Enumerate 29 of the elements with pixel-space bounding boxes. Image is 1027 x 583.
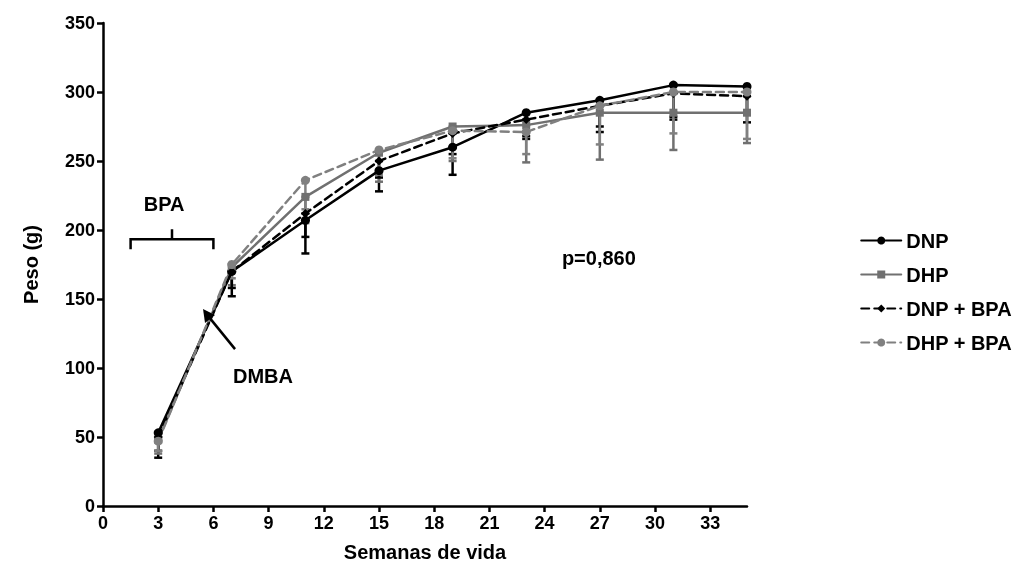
x-tick-label: 9 xyxy=(263,513,274,533)
legend-label: DNP + BPA xyxy=(906,297,1012,320)
y-tick-label: 150 xyxy=(64,289,95,309)
y-tick-label: 350 xyxy=(64,13,95,33)
x-tick-label: 33 xyxy=(700,513,721,533)
legend-label: DNP xyxy=(906,229,949,252)
y-axis-title: Peso (g) xyxy=(20,225,42,304)
x-axis-title: Semanas de vida xyxy=(343,541,508,563)
legend-label: DHP xyxy=(906,263,949,286)
annotation: DMBA xyxy=(233,365,294,388)
x-tick-label: 21 xyxy=(479,513,500,533)
y-tick-label: 0 xyxy=(84,496,95,516)
x-tick-label: 3 xyxy=(153,513,164,533)
legend-label: DHP + BPA xyxy=(906,331,1012,354)
y-tick-label: 100 xyxy=(64,358,95,378)
y-tick-label: 300 xyxy=(64,82,95,102)
annotation: BPA xyxy=(143,193,185,216)
x-tick-label: 27 xyxy=(589,513,610,533)
x-tick-label: 0 xyxy=(97,513,109,533)
y-tick-label: 50 xyxy=(74,427,95,447)
x-tick-label: 15 xyxy=(368,513,390,533)
x-tick-label: 18 xyxy=(424,513,445,533)
y-tick-label: 200 xyxy=(64,220,95,240)
x-tick-label: 30 xyxy=(644,513,666,533)
x-tick-label: 12 xyxy=(313,513,334,533)
annotation: p=0,860 xyxy=(561,246,636,269)
y-tick-label: 250 xyxy=(64,151,95,171)
x-tick-label: 6 xyxy=(208,513,219,533)
x-tick-label: 24 xyxy=(534,513,555,533)
